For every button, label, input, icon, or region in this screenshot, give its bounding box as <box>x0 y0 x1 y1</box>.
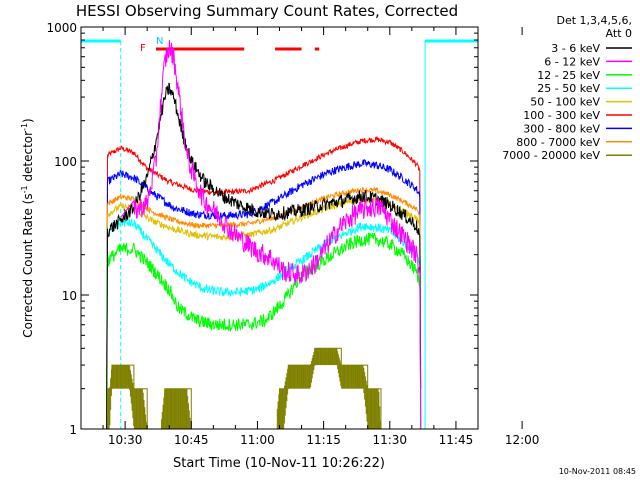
legend-header-line1: Det 1,3,4,5,6, <box>556 14 632 27</box>
flare-flag-label: F <box>140 43 146 54</box>
y-tick-label: 100 <box>54 155 77 169</box>
y-axis-label-end: ) <box>21 118 35 123</box>
legend-entry-label: 7000 - 20000 keV <box>502 149 600 162</box>
y-tick-label: 10 <box>62 289 77 303</box>
series-line <box>106 217 422 429</box>
y-tick-label: 1 <box>69 423 77 437</box>
x-axis: 10:30 10:45 11:00 11:15 11:30 11:45 12:00 <box>80 27 540 447</box>
series-layer <box>106 39 422 429</box>
y-axis-label: Corrected Count Rate (s-1 detector-1) <box>20 118 35 337</box>
y-axis: 1 10 100 1000 <box>46 21 478 437</box>
x-tick-label: 10:30 <box>108 433 143 447</box>
x-tick-label: 11:00 <box>240 433 275 447</box>
x-tick-label: 11:15 <box>306 433 341 447</box>
series-line <box>120 39 422 429</box>
series-line <box>106 347 384 429</box>
x-tick-label: 11:30 <box>372 433 407 447</box>
y-axis-label-main: Corrected Count Rate (s <box>21 193 35 337</box>
legend-entry-label: 800 - 7000 keV <box>516 136 600 149</box>
series-line <box>106 195 422 429</box>
night-flag-label: N <box>156 36 163 47</box>
chart-title: HESSI Observing Summary Count Rates, Cor… <box>76 2 458 20</box>
legend-entry-label: 6 - 12 keV <box>544 55 600 68</box>
series-line <box>106 186 422 429</box>
x-tick-label: 11:45 <box>439 433 474 447</box>
footer-timestamp: 10-Nov-2011 08:45 <box>559 467 636 476</box>
y-tick-label: 1000 <box>46 21 77 35</box>
legend-entry-label: 300 - 800 keV <box>523 122 600 135</box>
series-line <box>106 135 422 429</box>
legend-header-line2: Att 0 <box>606 27 632 40</box>
legend-entry-label: 100 - 300 keV <box>523 109 600 122</box>
y-axis-label-tail: detector <box>21 131 35 186</box>
y-axis-label-sup: -1 <box>20 185 29 193</box>
y-axis-label-sup2: -1 <box>20 123 29 131</box>
legend-entry-label: 25 - 50 keV <box>537 82 600 95</box>
x-tick-label: 12:00 <box>505 433 540 447</box>
legend-entry-label: 12 - 25 keV <box>537 69 600 82</box>
series-line <box>106 232 422 429</box>
x-axis-label: Start Time (10-Nov-11 10:26:22) <box>173 456 385 471</box>
legend-entry-label: 50 - 100 keV <box>530 96 600 109</box>
x-tick-label: 10:45 <box>174 433 209 447</box>
series-line <box>106 158 422 429</box>
legend-entry-label: 3 - 6 keV <box>551 42 600 55</box>
